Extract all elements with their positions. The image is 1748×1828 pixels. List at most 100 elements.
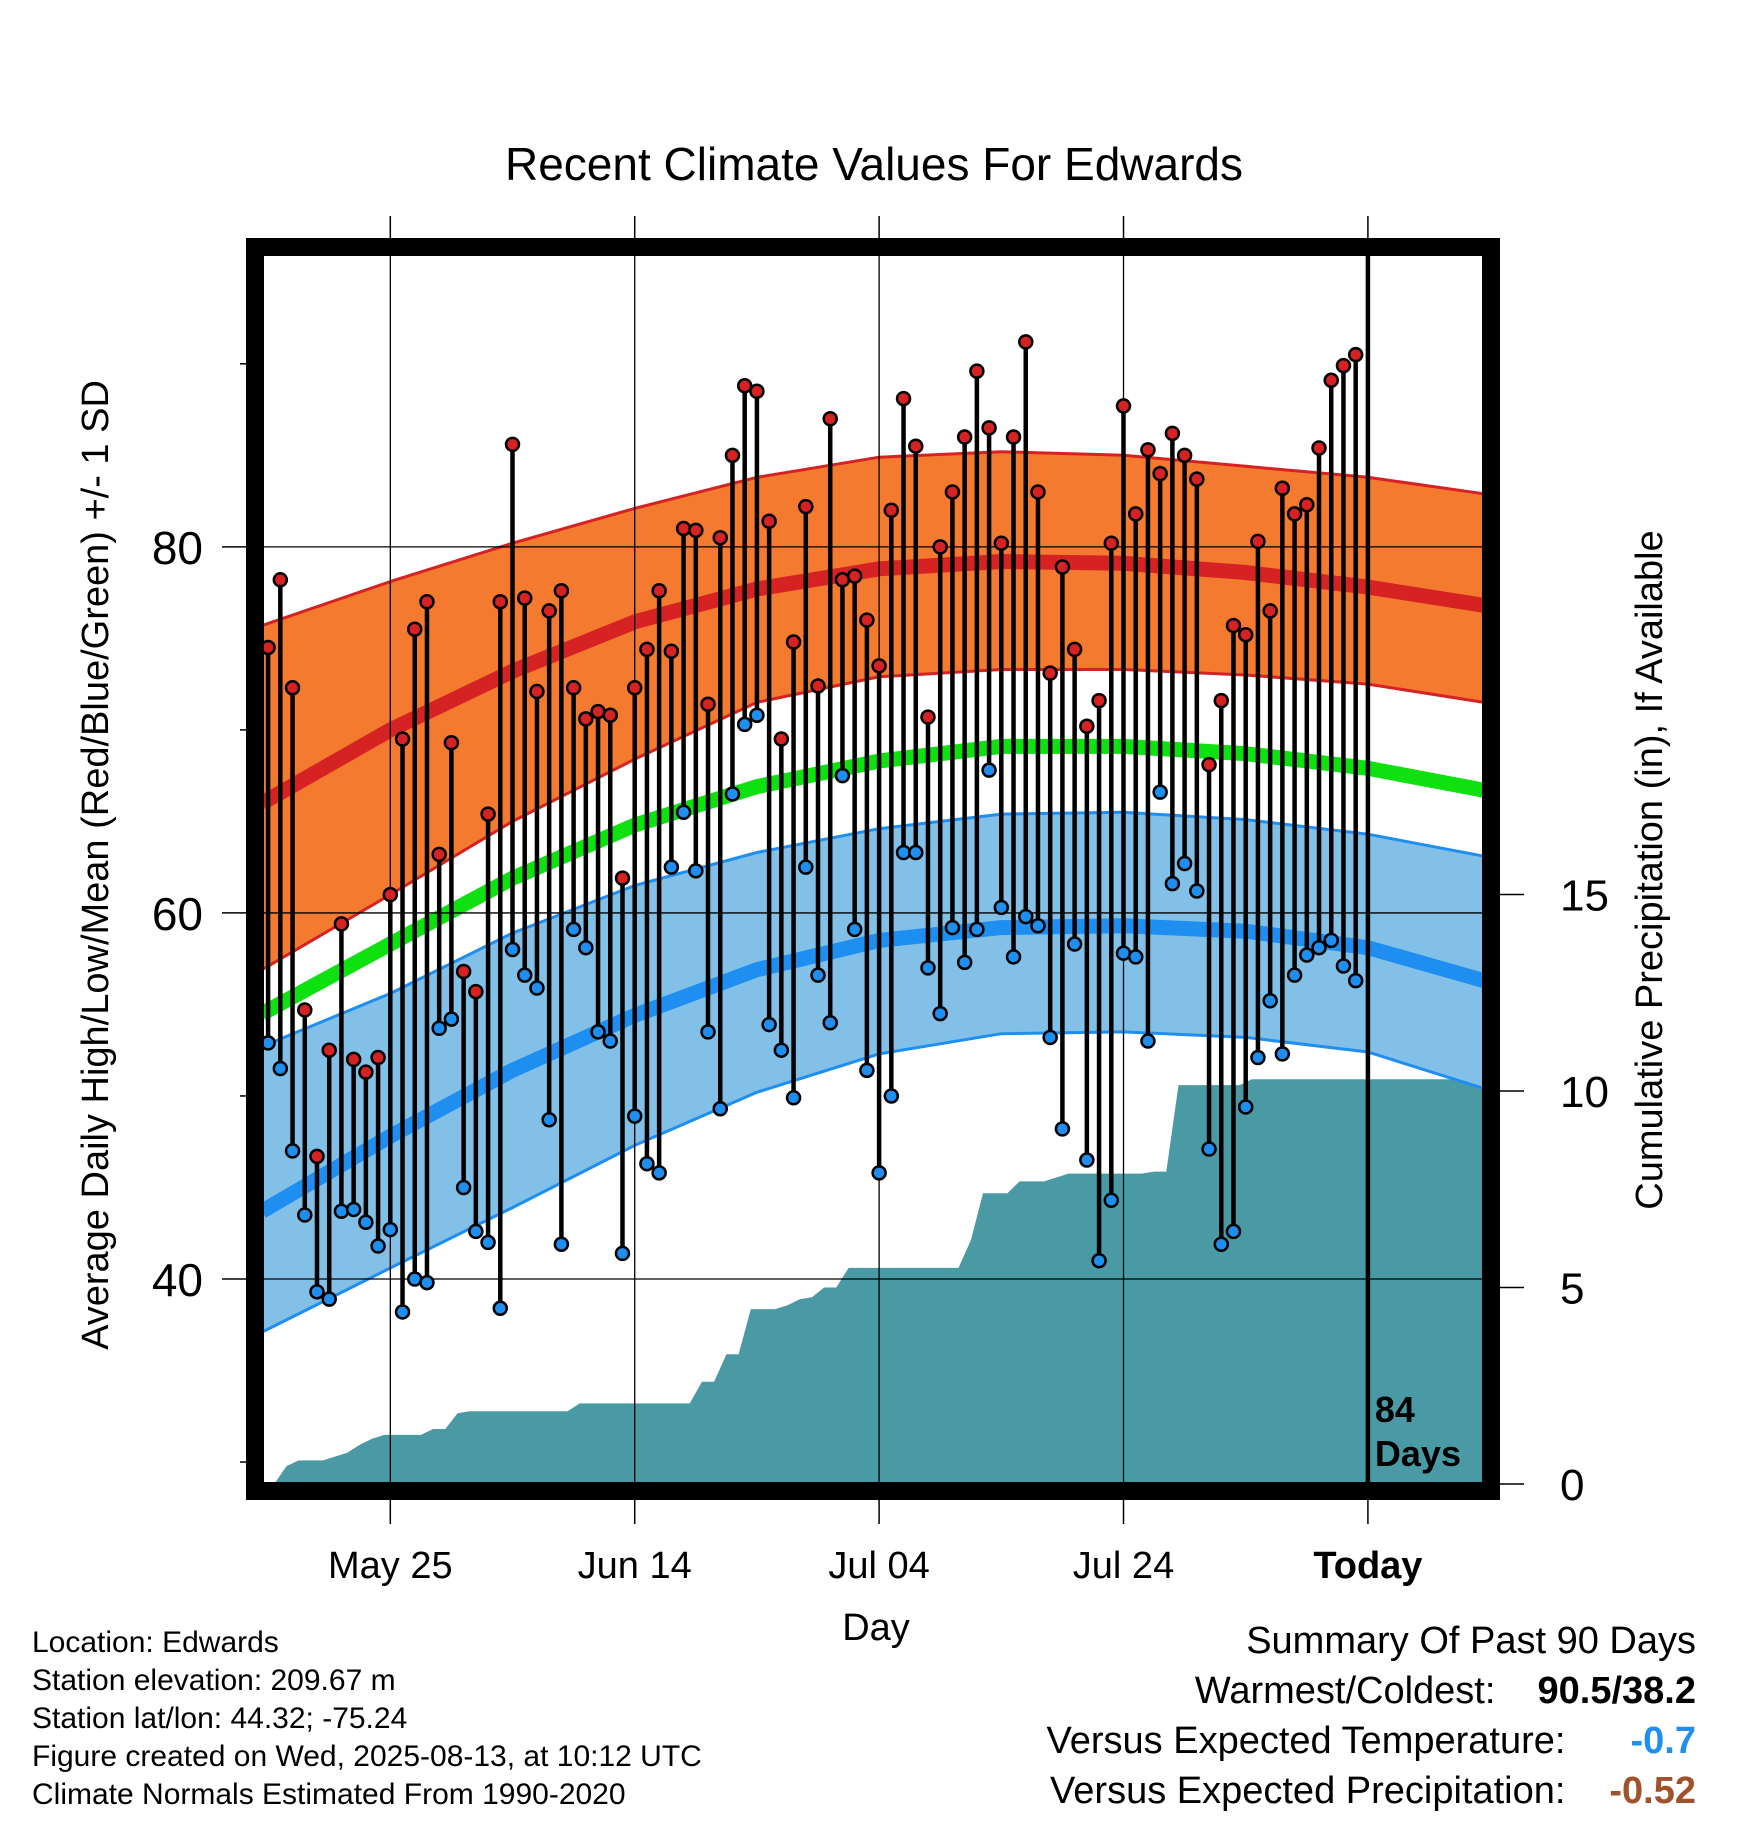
daily-low-point — [798, 859, 814, 875]
daily-low-point — [834, 767, 851, 784]
daily-low-point — [272, 1060, 289, 1077]
daily-low-point — [431, 1020, 447, 1036]
daily-low-point — [822, 1015, 838, 1031]
daily-low-point — [908, 844, 924, 861]
daily-high-point — [626, 680, 643, 696]
daily-low-point — [284, 1143, 301, 1159]
daily-low-point — [1225, 1223, 1242, 1240]
daily-low-point — [932, 1005, 948, 1022]
daily-high-point — [1237, 626, 1254, 643]
daily-high-point — [810, 678, 826, 694]
daily-high-point — [468, 983, 484, 1000]
daily-low-point — [443, 1011, 460, 1027]
x-tick-label: May 25 — [328, 1545, 453, 1587]
precip-area — [262, 1079, 1484, 1484]
daily-low-point — [1176, 855, 1193, 872]
daily-low-point — [956, 954, 973, 971]
daily-low-point — [1042, 1029, 1058, 1046]
y-tick-label: 40 — [152, 1254, 203, 1306]
daily-high-point — [920, 709, 936, 725]
high-sd-band — [262, 451, 1484, 970]
daily-high-point — [798, 498, 814, 515]
daily-high-point — [1286, 506, 1303, 522]
daily-high-point — [1225, 617, 1242, 634]
daily-high-point — [1213, 692, 1230, 709]
daily-low-point — [1030, 917, 1046, 934]
daily-low-point — [1127, 949, 1144, 965]
y2-tick-label: 15 — [1560, 872, 1609, 921]
daily-low-point — [1066, 936, 1083, 952]
daily-low-point — [1299, 947, 1315, 963]
daily-high-point — [492, 594, 509, 610]
daily-low-point — [1189, 883, 1205, 899]
daily-low-point — [333, 1203, 350, 1220]
daily-high-point — [504, 436, 521, 453]
daily-high-point — [932, 539, 948, 555]
daily-high-point — [688, 522, 704, 539]
daily-high-point — [1127, 506, 1144, 522]
daily-high-point — [736, 378, 753, 394]
daily-high-point — [529, 683, 545, 700]
daily-high-point — [1176, 447, 1193, 464]
daily-low-point — [651, 1165, 667, 1181]
daily-low-point — [1250, 1049, 1266, 1066]
daily-high-point — [956, 429, 973, 445]
daily-high-point — [297, 1002, 313, 1018]
daily-high-point — [1299, 497, 1315, 513]
daily-low-point — [1213, 1236, 1230, 1252]
daily-high-point — [614, 870, 631, 886]
daily-high-point — [749, 383, 765, 400]
elevation-text: Station elevation: 209.67 m — [32, 1664, 396, 1697]
warmest-coldest-row: Warmest/Coldest: 90.5/38.2 — [1047, 1666, 1696, 1716]
daily-low-point — [846, 921, 863, 938]
precipitation-area — [262, 1079, 1484, 1484]
daily-high-point — [651, 583, 667, 599]
daily-low-point — [981, 762, 997, 778]
y2-tick-label: 10 — [1560, 1068, 1609, 1117]
daily-low-point — [1054, 1121, 1071, 1137]
daily-low-point — [1201, 1141, 1217, 1157]
daily-high-point — [1274, 480, 1291, 497]
daily-high-point — [1262, 603, 1278, 619]
daily-high-point — [1311, 440, 1327, 456]
x-tick-label: Jul 04 — [828, 1545, 929, 1587]
daily-low-point — [1274, 1046, 1291, 1062]
precip-departure-value: -0.52 — [1609, 1770, 1696, 1812]
daily-high-point — [272, 572, 289, 588]
daily-range-stems — [265, 341, 1358, 1312]
daily-low-point — [1286, 967, 1303, 983]
daily-high-point — [1030, 484, 1046, 500]
daily-high-point — [602, 707, 619, 723]
daily-high-point — [565, 680, 582, 696]
daily-high-point — [1347, 346, 1364, 363]
daily-high-point — [1323, 372, 1339, 389]
daily-low-point — [358, 1214, 374, 1231]
daily-high-point — [1005, 429, 1022, 445]
daily-low-point — [859, 1062, 875, 1079]
daily-high-point — [1054, 559, 1071, 575]
y-tick-label: 60 — [152, 888, 203, 940]
warmest-coldest-value: 90.5/38.2 — [1537, 1670, 1696, 1712]
daily-low-point — [1018, 908, 1034, 925]
daily-high-point — [382, 886, 399, 903]
daily-high-point — [394, 731, 411, 747]
daily-high-point — [1091, 692, 1107, 709]
daily-high-point — [1201, 756, 1217, 773]
daily-high-point — [541, 603, 557, 619]
created-text: Figure created on Wed, 2025-08-13, at 10… — [32, 1740, 702, 1773]
daily-low-point — [345, 1201, 362, 1218]
daily-high-point — [1335, 357, 1352, 374]
y2-tick-label: 5 — [1560, 1265, 1584, 1314]
daily-high-point — [663, 643, 680, 659]
daily-low-point — [993, 899, 1010, 916]
daily-low-point — [394, 1304, 411, 1320]
daily-high-point — [1079, 718, 1095, 734]
daily-high-point — [1140, 442, 1156, 458]
daily-low-point — [1262, 993, 1278, 1009]
daily-high-point — [333, 916, 350, 932]
plot-border — [246, 238, 1500, 1500]
daily-high-point — [895, 390, 912, 407]
daily-high-point — [1018, 334, 1034, 350]
daily-low-point — [712, 1101, 728, 1117]
